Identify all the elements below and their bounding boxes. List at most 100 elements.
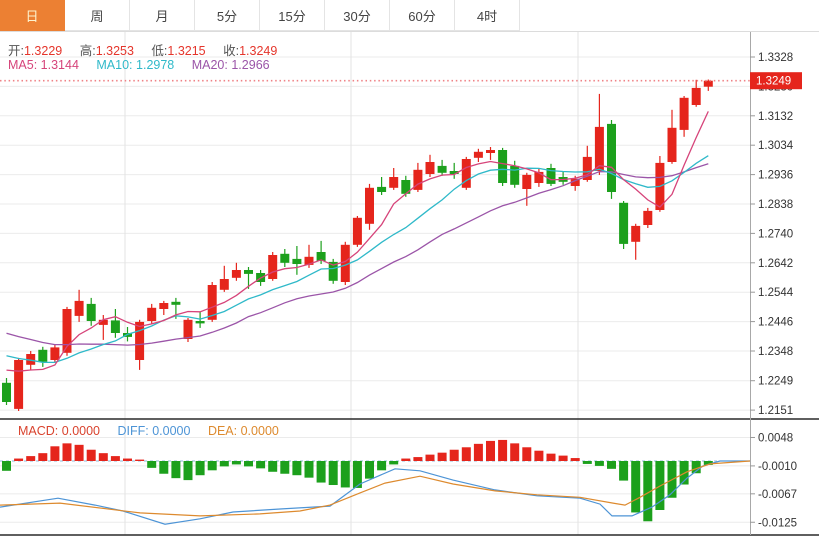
candle-up: [26, 354, 36, 365]
macd-bar: [268, 461, 278, 472]
svg-text:1.3132: 1.3132: [758, 111, 793, 123]
candle-up: [461, 159, 471, 188]
candle-up: [594, 126, 604, 171]
candle-down: [437, 165, 447, 173]
dea-value: 0.0000: [240, 424, 279, 438]
macd-bar: [691, 461, 701, 474]
svg-text:1.3249: 1.3249: [756, 76, 791, 88]
macd-bar: [461, 447, 471, 461]
macd-bar: [498, 439, 508, 461]
tab-timeframe-5[interactable]: 30分: [325, 0, 390, 31]
diff-value: 0.0000: [152, 424, 191, 438]
candle-up: [231, 270, 241, 278]
tab-timeframe-4[interactable]: 15分: [260, 0, 325, 31]
open-label: 开:: [8, 44, 24, 58]
candle-up: [135, 321, 145, 360]
candle-up: [147, 307, 157, 321]
macd-bar: [510, 443, 520, 461]
macd-bar: [231, 461, 241, 465]
macd-bar: [534, 450, 544, 461]
candle-down: [510, 165, 520, 185]
candle-up: [486, 150, 495, 153]
tab-timeframe-3[interactable]: 5分: [195, 0, 260, 31]
macd-label: MACD:: [18, 424, 59, 438]
candle-up: [268, 255, 278, 279]
current-price-badge: [750, 72, 802, 90]
macd-bar: [607, 461, 616, 469]
macd-bar: [183, 461, 193, 481]
macd-bar: [546, 453, 556, 461]
macd-bar: [449, 449, 459, 461]
candle-down: [195, 321, 205, 324]
close-value: 1.3249: [239, 44, 278, 58]
tab-timeframe-7[interactable]: 4时: [455, 0, 520, 31]
close-label: 收:: [223, 44, 240, 58]
macd-bar: [437, 452, 447, 461]
svg-text:1.2348: 1.2348: [758, 346, 793, 358]
low-label: 低:: [151, 44, 168, 58]
macd-bar: [703, 461, 713, 465]
svg-text:-0.0010: -0.0010: [758, 461, 797, 473]
macd-bar: [292, 461, 302, 476]
ma20-value: 1.2966: [231, 58, 270, 72]
macd-bar: [14, 458, 24, 461]
tab-timeframe-0[interactable]: 日: [0, 0, 65, 31]
macd-bar: [38, 453, 48, 461]
macd-bar: [244, 461, 253, 467]
svg-text:1.2740: 1.2740: [758, 228, 793, 240]
macd-bar: [401, 458, 411, 461]
tab-timeframe-6[interactable]: 60分: [390, 0, 455, 31]
macd-bar: [304, 461, 314, 478]
macd-bar: [110, 456, 120, 461]
candle-down: [316, 252, 326, 261]
tab-timeframe-2[interactable]: 月: [130, 0, 195, 31]
tab-timeframe-1[interactable]: 周: [65, 0, 130, 31]
candle-up: [413, 169, 423, 190]
macd-bar: [74, 444, 84, 461]
candle-up: [522, 174, 532, 189]
candle-up: [425, 162, 435, 174]
low-value: 1.3215: [167, 44, 206, 58]
macd-bar: [522, 447, 532, 461]
candle-down: [244, 270, 253, 274]
candle-down: [86, 303, 96, 321]
macd-bar: [631, 461, 641, 513]
candle-up: [207, 285, 217, 320]
candle-up: [570, 178, 580, 186]
svg-text:0.0048: 0.0048: [758, 432, 793, 444]
macd-bar: [159, 461, 169, 474]
candle-up: [365, 187, 374, 224]
macd-bar: [171, 461, 181, 479]
candle-down: [292, 258, 302, 264]
svg-text:1.2249: 1.2249: [758, 376, 793, 388]
macd-bar: [26, 456, 36, 461]
svg-text:1.3328: 1.3328: [758, 52, 793, 64]
macd-bar: [316, 461, 326, 483]
svg-text:1.2838: 1.2838: [758, 199, 793, 211]
macd-bar: [643, 461, 653, 522]
macd-bar: [352, 461, 362, 488]
candle-down: [449, 171, 459, 174]
candle-up: [352, 217, 362, 245]
candle-up: [534, 171, 544, 183]
candle-down: [619, 202, 629, 244]
svg-text:1.2446: 1.2446: [758, 317, 793, 329]
candle-down: [171, 301, 181, 305]
candle-up: [159, 303, 169, 309]
dea-label: DEA:: [207, 424, 238, 438]
ma5-label: MA5:: [8, 58, 38, 72]
macd-bar: [582, 461, 592, 464]
candle-up: [582, 156, 592, 180]
macd-bar: [377, 461, 387, 471]
macd-bar: [2, 461, 11, 471]
macd-bar: [50, 446, 60, 461]
macd-bar: [62, 443, 72, 461]
candle-down: [546, 168, 556, 184]
candle-up: [183, 319, 193, 339]
ohlc-readout: 开:1.3229 高:1.3253 低:1.3215 收:1.3249: [8, 40, 277, 59]
diff-label: DIFF:: [117, 424, 149, 438]
candle-down: [2, 382, 11, 402]
svg-text:-0.0067: -0.0067: [758, 489, 797, 501]
